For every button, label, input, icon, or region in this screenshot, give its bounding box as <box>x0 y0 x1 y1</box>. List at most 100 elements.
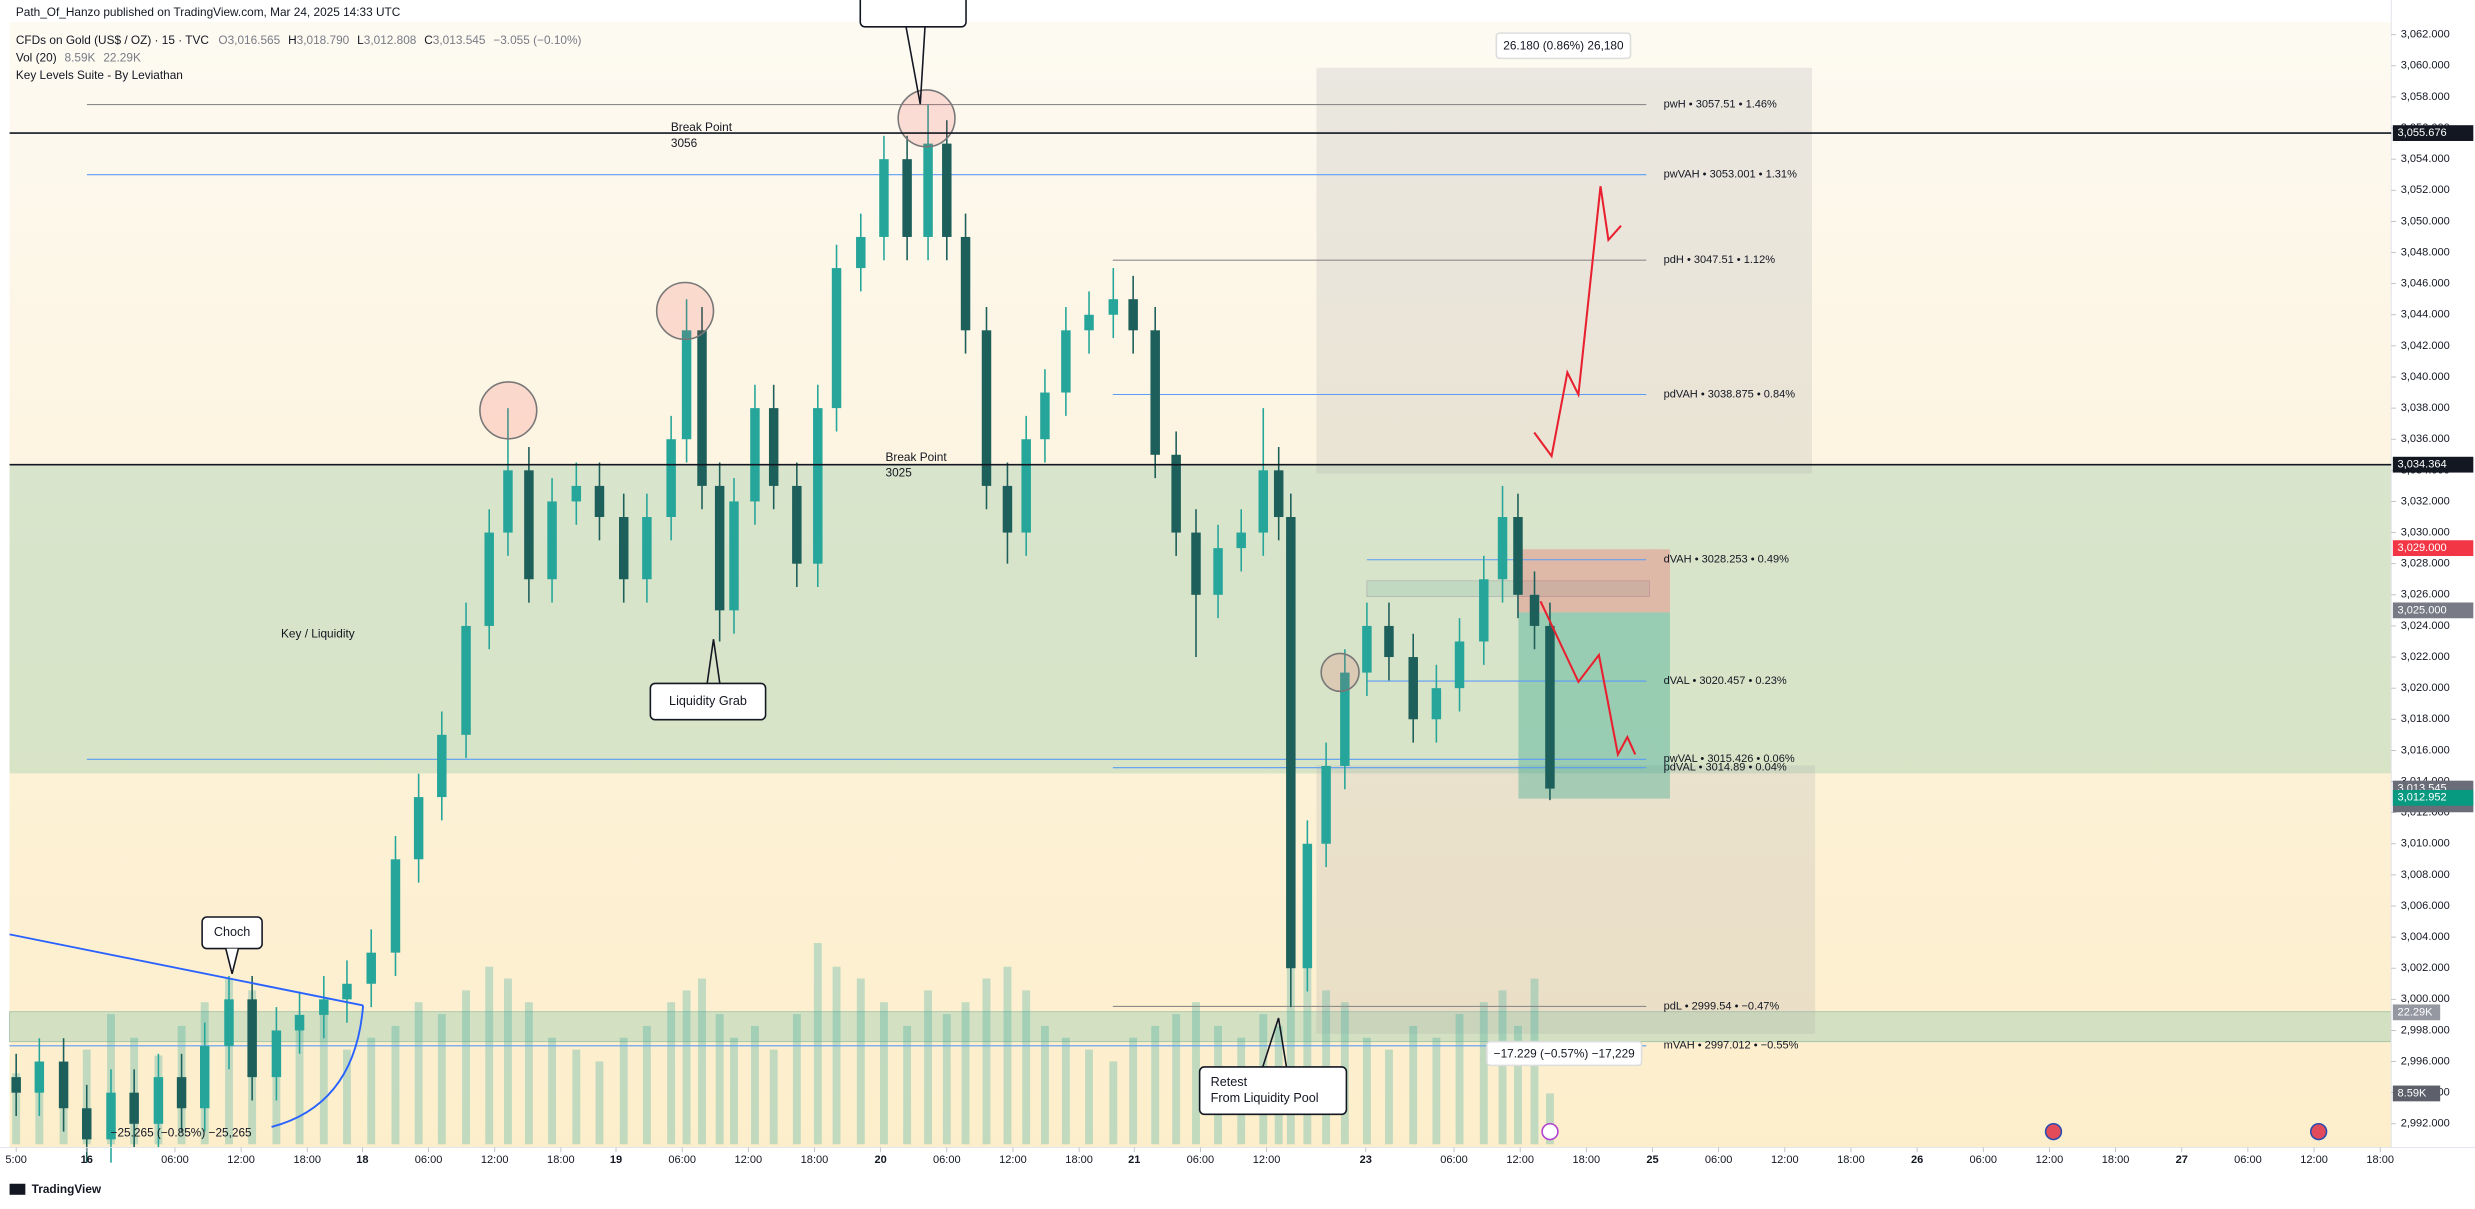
volume-bar <box>1385 1049 1393 1145</box>
volume-bar <box>1151 1025 1160 1145</box>
candle-body <box>1191 532 1201 595</box>
ohlc-value: 3,016.565 <box>228 33 281 47</box>
candle-body <box>342 983 352 1000</box>
y-tick-label: 3,036.000 <box>2401 433 2450 445</box>
y-tick-label: 3,040.000 <box>2401 371 2450 383</box>
arrow-down <box>1539 600 1637 758</box>
annotation: Choch <box>214 925 250 939</box>
price-marker-label: 3,055.676 <box>2398 127 2447 139</box>
volume-bar <box>1192 1002 1200 1145</box>
y-tick-label: 3,016.000 <box>2401 744 2450 756</box>
level-label: pdVAL • 3014.89 • 0.04% <box>1664 762 1787 774</box>
y-tick-label: 3,008.000 <box>2401 869 2450 881</box>
price-marker <box>2392 602 2474 619</box>
volume-bar <box>750 1025 759 1145</box>
annotation: Liquidity Grab <box>669 694 747 708</box>
candle-body <box>437 734 447 798</box>
callout-pointer <box>225 948 240 975</box>
candle-body <box>571 485 582 502</box>
ohlc-key: L <box>357 33 364 47</box>
volume-bar <box>1303 966 1312 1145</box>
volume-bar <box>572 1049 581 1145</box>
circle <box>655 281 715 341</box>
annotation: Break Point <box>886 450 948 464</box>
volume-bar <box>1432 1037 1441 1145</box>
volume-bar <box>961 1002 970 1145</box>
x-tick-label: 12:00 <box>481 1154 509 1166</box>
y-tick-label: 3,044.000 <box>2401 309 2450 321</box>
volume-bar <box>1003 966 1012 1145</box>
candle-body <box>294 1014 305 1031</box>
candle-body <box>1340 672 1350 766</box>
candle-body <box>1273 470 1284 518</box>
volume-bar <box>462 990 470 1145</box>
event-icon[interactable] <box>2309 1122 2328 1141</box>
volume-bar <box>1085 1049 1093 1145</box>
y-tick-label: 3,046.000 <box>2401 278 2450 290</box>
x-tick-label: 12:00 <box>1771 1154 1799 1166</box>
callout-pointer <box>706 639 721 684</box>
callout-pointer <box>1262 1017 1288 1068</box>
annotation: Break Point <box>671 120 733 134</box>
measure: −25.265 (−0.85%) −25,265 <box>111 1125 252 1139</box>
volume-bar <box>698 978 706 1145</box>
circle <box>1320 652 1360 693</box>
candle-body <box>413 797 424 860</box>
volume-marker-label: 8.59K <box>2398 1087 2427 1099</box>
circle <box>479 381 538 440</box>
candle-body <box>34 1061 45 1093</box>
candle-body <box>11 1077 21 1093</box>
event-icon[interactable] <box>1541 1122 1559 1141</box>
y-tick-label: 3,000.000 <box>2401 993 2450 1005</box>
level-label: pdH • 3047.51 • 1.12% <box>1664 254 1776 266</box>
volume-bar <box>504 978 512 1145</box>
x-tick-label: 12:00 <box>2300 1154 2328 1166</box>
candle-body <box>681 330 692 440</box>
volume-value: 8.59K <box>65 51 96 65</box>
candle-body <box>1213 548 1223 595</box>
event-icon[interactable] <box>2044 1122 2063 1141</box>
y-tick-label: 3,002.000 <box>2401 962 2450 974</box>
candle-body <box>1529 594 1540 626</box>
liquidity-zone <box>9 465 2392 774</box>
volume-bar <box>595 1061 604 1145</box>
candle-body <box>792 485 802 564</box>
y-tick-label: 3,018.000 <box>2401 713 2450 725</box>
ohlc-change: −3.055 (−0.10%) <box>493 33 581 47</box>
publisher: Path_Of_Hanzo published on TradingView.c… <box>16 5 401 19</box>
volume-bar <box>903 1025 912 1145</box>
candle-body <box>484 532 494 626</box>
candle-body <box>642 517 652 580</box>
candle-body <box>1479 579 1489 642</box>
x-tick-label: 12:00 <box>227 1154 255 1166</box>
x-tick-label: 18:00 <box>1573 1154 1601 1166</box>
candle-body <box>1040 392 1050 440</box>
price-marker <box>2392 789 2474 806</box>
volume-bar <box>1040 1025 1049 1145</box>
candles <box>11 104 1555 1163</box>
volume-bar <box>1129 1037 1138 1145</box>
x-tick-label: 06:00 <box>2234 1154 2262 1166</box>
price-marker-label: 3,034.364 <box>2398 459 2447 471</box>
measure-box <box>1486 1040 1643 1067</box>
footer: TradingView <box>32 1182 102 1196</box>
y-tick-label: 3,054.000 <box>2401 153 2450 165</box>
volume-bar <box>1109 1061 1118 1145</box>
annotation: From Liquidity Pool <box>1211 1091 1319 1105</box>
annotation: 3025 <box>886 466 913 480</box>
y-tick-label: 2,992.000 <box>2401 1118 2450 1130</box>
candle-body <box>1497 517 1508 580</box>
candle-body <box>942 143 952 237</box>
candle-body <box>1513 517 1523 595</box>
range-box <box>1316 765 1816 1034</box>
candle-body <box>129 1092 139 1124</box>
y-tick-label: 3,026.000 <box>2401 589 2450 601</box>
volume-bar <box>1061 1037 1070 1145</box>
y-tick-label: 3,038.000 <box>2401 402 2450 414</box>
candle-body <box>58 1061 69 1109</box>
drawings: Break Point 3056 Break Point 3025 Key / … <box>9 0 2328 1141</box>
volume-bar <box>1172 1014 1181 1145</box>
price-markers: 3,055.676 3,034.364 3,029.000 3,025.000 3,01… <box>9 125 2474 1102</box>
volume-bar <box>667 1002 676 1145</box>
candle-body <box>1150 330 1160 455</box>
